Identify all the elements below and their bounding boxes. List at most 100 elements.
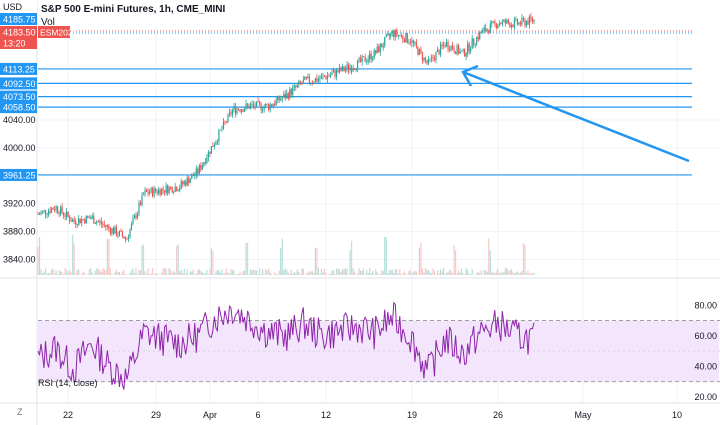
candle-body bbox=[105, 225, 107, 227]
volume-bar bbox=[430, 273, 433, 275]
candle-body bbox=[47, 210, 50, 215]
candle-body bbox=[495, 23, 497, 28]
candle-body bbox=[132, 218, 134, 224]
volume-bar bbox=[396, 269, 398, 275]
volume-bar bbox=[477, 271, 479, 275]
volume-bar bbox=[138, 269, 140, 275]
volume-bar bbox=[519, 272, 522, 275]
candle-body bbox=[102, 224, 104, 225]
price-tick-label: 4040.00 bbox=[3, 115, 36, 125]
volume-bar bbox=[411, 273, 413, 275]
candle-body bbox=[433, 58, 436, 61]
candle-body bbox=[207, 151, 209, 159]
candle-body bbox=[180, 181, 182, 189]
candle-body bbox=[53, 209, 56, 211]
volume-bar bbox=[497, 268, 499, 275]
volume-bar bbox=[280, 248, 282, 275]
candle-body bbox=[349, 67, 351, 71]
candle-body bbox=[265, 103, 267, 107]
volume-bar bbox=[52, 268, 54, 275]
volume-bar bbox=[317, 267, 320, 275]
volume-bar bbox=[254, 269, 256, 275]
rsi-tick-label: 40.00 bbox=[694, 361, 717, 371]
volume-bar bbox=[461, 268, 463, 275]
candle-body bbox=[114, 227, 116, 234]
rsi-axis[interactable]: 20.00 40.00 60.00 80.00 bbox=[694, 300, 717, 402]
volume-bar bbox=[248, 274, 250, 275]
volume-bar bbox=[99, 270, 101, 275]
volume-bar bbox=[322, 272, 324, 275]
volume-bar bbox=[243, 270, 246, 275]
candle-body bbox=[72, 219, 74, 222]
candle-body bbox=[439, 44, 442, 55]
candle-body bbox=[49, 210, 51, 213]
candle-body bbox=[260, 103, 262, 111]
candle-body bbox=[209, 151, 211, 154]
volume-bar bbox=[366, 269, 368, 275]
volume-bar bbox=[269, 272, 271, 275]
volume-bar bbox=[521, 270, 523, 275]
candle-body bbox=[167, 185, 169, 194]
candle-body bbox=[432, 56, 434, 59]
volume-legend[interactable]: Vol bbox=[41, 17, 55, 28]
volume-bar bbox=[381, 270, 383, 275]
volume-bar bbox=[387, 273, 389, 275]
volume-bar bbox=[314, 247, 316, 275]
candle-body bbox=[379, 43, 381, 53]
rsi-tick-label: 60.00 bbox=[694, 331, 717, 341]
contract-label: ESM2021 bbox=[40, 28, 78, 38]
candle-body bbox=[70, 220, 72, 222]
candle-body bbox=[289, 89, 291, 99]
volume-bar bbox=[391, 269, 393, 275]
volume-bar bbox=[49, 273, 51, 275]
volume-bar bbox=[81, 273, 83, 275]
candle-body bbox=[530, 16, 532, 19]
volume-bar bbox=[171, 272, 173, 275]
candle-body bbox=[459, 50, 461, 54]
candle-body bbox=[444, 45, 446, 47]
candle-body bbox=[397, 35, 399, 37]
chart-title[interactable]: S&P 500 E-mini Futures, 1h, CME_MINI bbox=[41, 4, 226, 15]
volume-bar bbox=[271, 273, 273, 275]
candle-body bbox=[301, 83, 303, 84]
candle-body bbox=[191, 174, 193, 179]
volume-bar bbox=[135, 268, 137, 275]
volume-bar bbox=[63, 274, 65, 275]
time-axis[interactable]: 22 29 Apr 6 12 19 26 May 10 bbox=[63, 410, 682, 420]
price-axis[interactable]: 3840.00 3880.00 3920.00 4000.00 4040.00 bbox=[3, 115, 36, 265]
candle-body bbox=[316, 78, 318, 82]
volume-bar bbox=[69, 269, 71, 275]
volume-bar bbox=[432, 268, 434, 275]
volume-bar bbox=[429, 272, 431, 275]
arrow-drawing[interactable] bbox=[461, 64, 690, 163]
volume-bar bbox=[510, 269, 512, 275]
candle-body bbox=[43, 210, 45, 211]
volume-bar bbox=[292, 274, 294, 275]
volume-bar bbox=[53, 273, 56, 275]
candle-body bbox=[204, 162, 206, 164]
volume-bar bbox=[360, 270, 362, 275]
volume-bar bbox=[491, 272, 493, 275]
candle-body bbox=[139, 202, 142, 206]
volume-bar bbox=[302, 269, 304, 275]
current-price-label: 4185.75 bbox=[3, 15, 36, 25]
timezone-toggle[interactable]: Z bbox=[17, 407, 23, 417]
volume-bar bbox=[111, 273, 113, 275]
candle-body bbox=[52, 208, 54, 210]
volume-bar bbox=[216, 270, 219, 275]
candle-body bbox=[319, 78, 321, 80]
volume-bar bbox=[486, 271, 488, 275]
candle-body bbox=[521, 17, 523, 25]
rsi-legend[interactable]: RSI (14, close) bbox=[38, 378, 98, 388]
candle-body bbox=[453, 49, 455, 52]
candle-body bbox=[504, 19, 506, 24]
volume-bar bbox=[513, 273, 516, 275]
grid-lines bbox=[38, 28, 720, 403]
candle-body bbox=[292, 87, 294, 95]
volume-bar bbox=[325, 272, 327, 275]
candle-body bbox=[58, 212, 60, 215]
volume-bar bbox=[90, 268, 92, 275]
candle-body bbox=[225, 121, 228, 123]
volume-bar bbox=[191, 271, 193, 275]
